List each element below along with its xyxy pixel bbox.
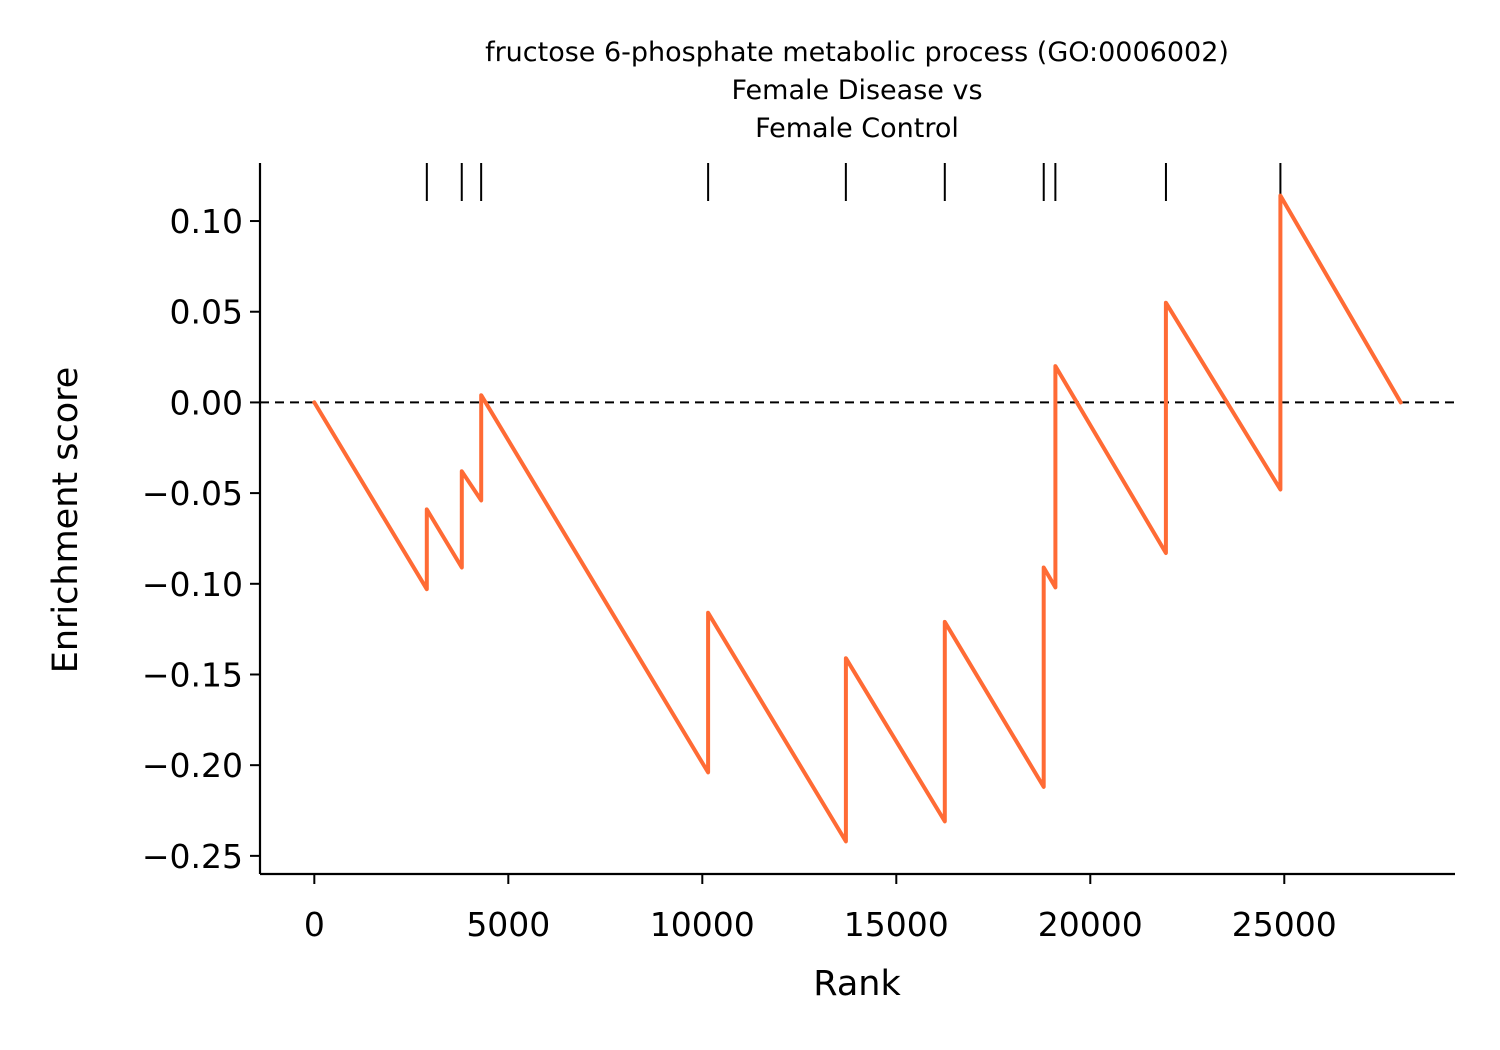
chart-title: fructose 6-phosphate metabolic process (… bbox=[485, 37, 1229, 144]
x-tick-label-1: 5000 bbox=[466, 905, 550, 944]
x-tick-label-2: 10000 bbox=[650, 905, 755, 944]
x-tick-label-3: 15000 bbox=[844, 905, 949, 944]
chart-title-line-1: fructose 6-phosphate metabolic process (… bbox=[485, 37, 1229, 68]
enrichment-series-line-0 bbox=[312, 193, 1403, 844]
chart-title-line-3: Female Control bbox=[755, 113, 959, 144]
hit-markers bbox=[425, 163, 1282, 201]
x-tick-label-0: 0 bbox=[304, 905, 325, 944]
x-tick-label-5: 25000 bbox=[1232, 905, 1337, 944]
y-tick-label-4: −0.10 bbox=[142, 565, 243, 604]
y-tick-label-7: −0.25 bbox=[142, 837, 243, 876]
y-axis-label: Enrichment score bbox=[46, 367, 86, 674]
y-tick-label-3: −0.05 bbox=[142, 474, 243, 513]
y-tick-label-6: −0.20 bbox=[142, 746, 243, 785]
chart-title-line-2: Female Disease vs bbox=[731, 75, 982, 106]
y-tick-label-0: 0.10 bbox=[170, 202, 243, 241]
x-tick-label-4: 20000 bbox=[1038, 905, 1143, 944]
y-tick-label-5: −0.15 bbox=[142, 655, 243, 694]
y-tick-label-2: 0.00 bbox=[170, 383, 243, 422]
y-tick-label-1: 0.05 bbox=[170, 293, 243, 332]
x-axis-label: Rank bbox=[813, 964, 901, 1004]
